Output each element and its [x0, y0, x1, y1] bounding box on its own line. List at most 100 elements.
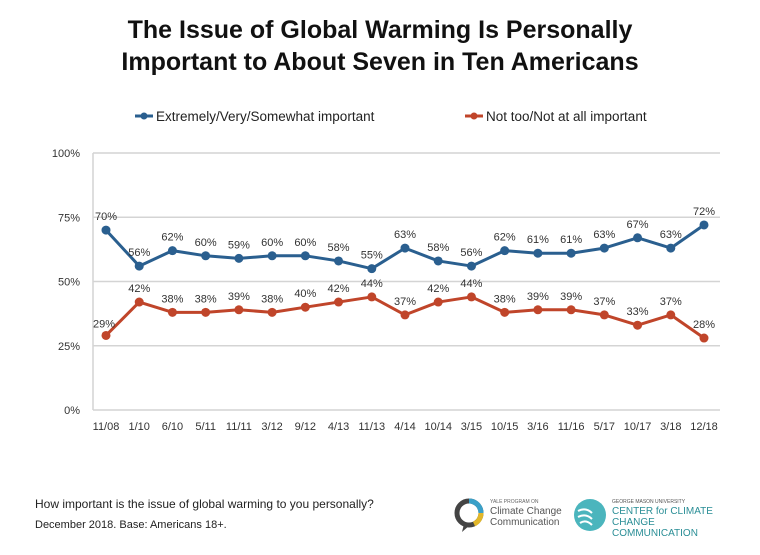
- data-label: 38%: [261, 293, 283, 305]
- data-point: [533, 248, 543, 258]
- data-point: [699, 220, 709, 230]
- data-point: [433, 256, 443, 266]
- data-point: [134, 261, 144, 271]
- data-label: 56%: [460, 247, 482, 259]
- legend-label: Not too/Not at all important: [486, 109, 647, 124]
- data-label: 56%: [128, 247, 150, 259]
- y-tick-label: 75%: [58, 212, 80, 224]
- data-point: [334, 297, 344, 307]
- data-label: 44%: [361, 278, 383, 290]
- x-tick-label: 11/13: [358, 421, 385, 433]
- legend-marker: [470, 112, 478, 120]
- data-label: 63%: [660, 229, 682, 241]
- gmu-logo-main: CENTER for CLIMATE CHANGE COMMUNICATION: [612, 506, 713, 539]
- data-label: 29%: [93, 318, 115, 330]
- data-point: [599, 310, 609, 320]
- data-point: [699, 333, 709, 343]
- data-point: [134, 297, 144, 307]
- data-label: 58%: [427, 242, 449, 254]
- x-tick-label: 4/14: [394, 421, 415, 433]
- data-label: 42%: [328, 283, 350, 295]
- x-tick-label: 3/16: [527, 421, 548, 433]
- data-point: [566, 305, 576, 315]
- data-point: [101, 225, 111, 235]
- y-tick-label: 50%: [58, 277, 80, 289]
- data-label: 59%: [228, 239, 250, 251]
- data-label: 42%: [427, 283, 449, 295]
- y-tick-label: 0%: [64, 405, 80, 417]
- x-tick-label: 9/12: [295, 421, 316, 433]
- data-point: [267, 307, 277, 317]
- data-label: 33%: [627, 306, 649, 318]
- data-label: 39%: [560, 291, 582, 303]
- survey-question: How important is the issue of global war…: [35, 497, 374, 511]
- data-label: 63%: [394, 229, 416, 241]
- data-point: [466, 261, 476, 271]
- data-label: 67%: [627, 219, 649, 231]
- x-tick-label: 12/18: [690, 421, 718, 433]
- data-label: 61%: [560, 234, 582, 246]
- x-tick-label: 11/16: [558, 421, 585, 433]
- data-label: 38%: [494, 293, 516, 305]
- yale-logo-icon: [454, 498, 484, 532]
- data-point: [400, 310, 410, 320]
- yale-logo-main: Climate Change Communication: [490, 506, 562, 528]
- x-tick-label: 11/08: [93, 421, 120, 433]
- data-label: 61%: [527, 234, 549, 246]
- x-tick-label: 4/13: [328, 421, 349, 433]
- data-point: [234, 253, 244, 263]
- legend-marker: [140, 112, 148, 120]
- data-label: 44%: [460, 278, 482, 290]
- legend-label: Extremely/Very/Somewhat important: [156, 109, 375, 124]
- data-point: [300, 251, 310, 261]
- data-point: [666, 310, 676, 320]
- x-tick-label: 10/17: [624, 421, 652, 433]
- data-point: [400, 243, 410, 253]
- data-point: [367, 264, 377, 274]
- survey-note: December 2018. Base: Americans 18+.: [35, 519, 227, 531]
- x-tick-label: 11/11: [226, 421, 252, 433]
- data-label: 60%: [261, 237, 283, 249]
- gmu-logo-icon: [574, 499, 606, 531]
- data-point: [433, 297, 443, 307]
- data-label: 62%: [494, 232, 516, 244]
- x-tick-label: 3/15: [461, 421, 482, 433]
- data-point: [201, 251, 211, 261]
- data-label: 39%: [527, 291, 549, 303]
- data-point: [167, 246, 177, 256]
- data-label: 39%: [228, 291, 250, 303]
- data-label: 40%: [294, 288, 316, 300]
- data-point: [533, 305, 543, 315]
- data-label: 38%: [161, 293, 183, 305]
- data-point: [500, 307, 510, 317]
- x-tick-label: 5/11: [195, 421, 216, 433]
- chart-title: The Issue of Global Warming Is Personall…: [121, 16, 639, 76]
- x-tick-label: 10/15: [491, 421, 519, 433]
- data-point: [466, 292, 476, 302]
- data-point: [500, 246, 510, 256]
- data-label: 60%: [294, 237, 316, 249]
- x-tick-label: 5/17: [594, 421, 615, 433]
- data-label: 28%: [693, 319, 715, 331]
- data-point: [566, 248, 576, 258]
- data-point: [234, 305, 244, 315]
- data-label: 63%: [593, 229, 615, 241]
- data-label: 55%: [361, 250, 383, 262]
- data-label: 72%: [693, 206, 715, 218]
- data-label: 38%: [195, 293, 217, 305]
- x-tick-label: 6/10: [162, 421, 183, 433]
- data-label: 70%: [95, 211, 117, 223]
- x-tick-label: 10/14: [424, 421, 452, 433]
- data-point: [599, 243, 609, 253]
- data-point: [633, 233, 643, 243]
- data-point: [334, 256, 344, 266]
- data-label: 60%: [195, 237, 217, 249]
- data-point: [167, 307, 177, 317]
- data-point: [267, 251, 277, 261]
- data-point: [367, 292, 377, 302]
- data-label: 37%: [660, 296, 682, 308]
- data-point: [101, 330, 111, 340]
- y-tick-label: 100%: [52, 148, 80, 160]
- data-label: 37%: [394, 296, 416, 308]
- data-label: 58%: [328, 242, 350, 254]
